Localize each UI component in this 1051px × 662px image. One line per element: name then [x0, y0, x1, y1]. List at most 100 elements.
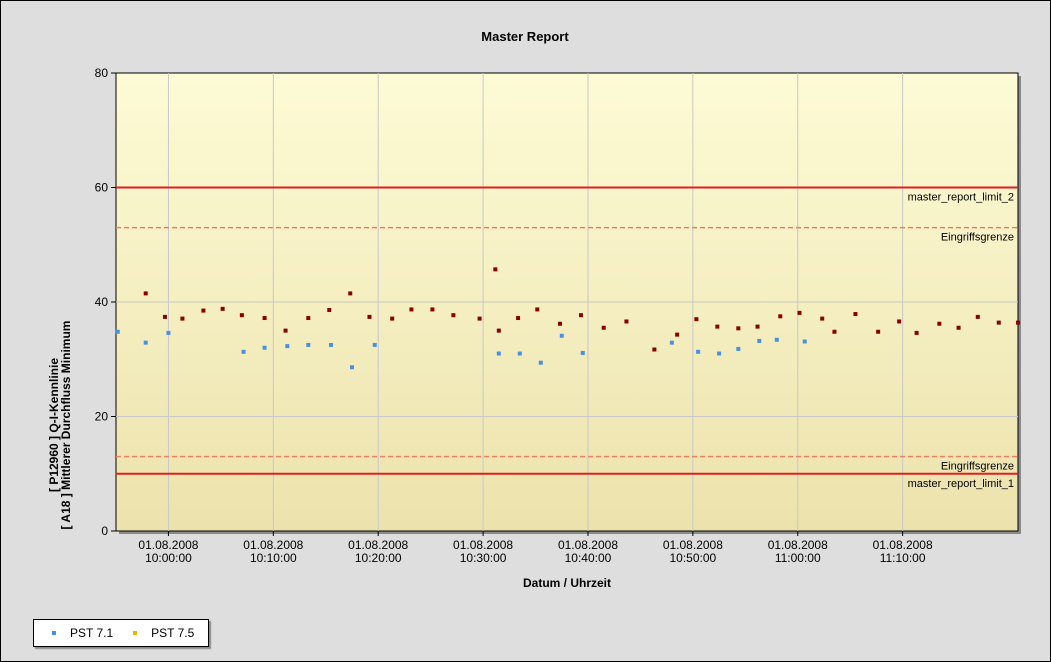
data-point-series-0	[166, 330, 171, 335]
x-tick-date-label: 01.08.2008	[138, 538, 198, 552]
data-point-series-2	[853, 312, 858, 317]
data-point-series-0	[580, 350, 585, 355]
data-point-series-2	[239, 313, 244, 318]
x-tick-date-label: 01.08.2008	[768, 538, 828, 552]
data-point-series-2	[755, 324, 760, 329]
data-point-series-0	[774, 337, 779, 342]
data-point-series-0	[717, 351, 722, 356]
y-axis-label-line: [ A18 ] Mittlerer Durchfluss Minimum	[59, 321, 73, 530]
x-tick-date-label: 01.08.2008	[348, 538, 408, 552]
data-point-series-2	[624, 319, 629, 324]
data-point-series-0	[669, 340, 674, 345]
data-point-series-2	[493, 267, 498, 272]
data-point-series-0	[496, 351, 501, 356]
data-point-series-2	[558, 321, 563, 326]
legend-marker-pst75	[133, 631, 138, 635]
reference-lines: master_report_limit_2 Eingriffsgrenze Eing…	[116, 186, 1018, 490]
data-point-series-2	[578, 313, 583, 318]
data-point-series-2	[694, 317, 699, 322]
data-point-series-2	[180, 316, 185, 321]
data-point-series-0	[372, 342, 377, 347]
data-point-series-0	[696, 349, 701, 354]
data-point-series-2	[430, 307, 435, 312]
x-tick-time-label: 10:50:00	[670, 551, 717, 565]
data-point-series-0	[262, 345, 267, 350]
data-point-series-2	[348, 291, 353, 296]
data-point-series-2	[778, 314, 783, 319]
data-point-series-2	[1016, 320, 1020, 325]
y-tick-label: 80	[95, 66, 109, 80]
x-tick-date-label: 01.08.2008	[663, 538, 723, 552]
data-point-series-0	[329, 342, 334, 347]
x-tick-date-label: 01.08.2008	[558, 538, 618, 552]
data-point-series-2	[797, 310, 802, 315]
data-point-series-2	[143, 291, 148, 296]
data-point-series-0	[285, 344, 290, 349]
data-point-series-2	[975, 314, 980, 319]
data-point-series-2	[306, 316, 311, 321]
legend-item-pst75: PST 7.5	[133, 626, 194, 640]
data-point-series-2	[876, 329, 881, 334]
data-point-series-2	[956, 325, 961, 330]
x-tick-time-label: 10:00:00	[145, 551, 192, 565]
x-tick-time-label: 10:20:00	[355, 551, 402, 565]
legend: PST 7.1 PST 7.5	[33, 619, 209, 647]
reference-line-label-3: master_report_limit_1	[908, 478, 1014, 490]
data-point-series-0	[802, 339, 807, 344]
data-point-series-0	[349, 365, 354, 370]
y-tick-label: 20	[95, 410, 109, 424]
data-point-series-2	[937, 321, 942, 326]
chart-title: Master Report	[481, 29, 569, 44]
data-point-series-2	[327, 308, 332, 313]
y-tick-label: 60	[95, 181, 109, 195]
data-point-series-2	[220, 306, 225, 311]
y-axis-label: [ P12960 ] Q-I-Kennlinie[ A18 ] Mittlere…	[47, 321, 73, 530]
data-point-series-2	[283, 328, 288, 333]
data-point-series-2	[715, 324, 720, 329]
data-point-series-0	[757, 338, 762, 343]
axes: 02040608001.08.200810:00:0001.08.200810:…	[95, 66, 933, 565]
reference-line-label-1: Eingriffsgrenze	[941, 232, 1014, 244]
y-axis-label-line: [ P12960 ] Q-I-Kennlinie	[47, 358, 61, 492]
data-point-series-2	[367, 314, 372, 319]
reference-line-label-0: master_report_limit_2	[908, 192, 1014, 204]
data-point-series-2	[996, 320, 1001, 325]
legend-item-pst71: PST 7.1	[52, 626, 113, 640]
x-tick-date-label: 01.08.2008	[873, 538, 933, 552]
reference-line-label-2: Eingriffsgrenze	[941, 461, 1014, 473]
data-point-series-2	[201, 308, 206, 313]
data-point-series-0	[143, 340, 148, 345]
data-point-series-2	[477, 316, 482, 321]
x-tick-time-label: 11:10:00	[880, 551, 926, 565]
data-point-series-2	[820, 316, 825, 321]
data-point-series-2	[409, 307, 414, 312]
x-axis-label: Datum / Uhrzeit	[523, 576, 611, 590]
x-tick-time-label: 10:30:00	[460, 551, 507, 565]
x-tick-time-label: 11:00:00	[775, 551, 821, 565]
x-tick-time-label: 10:40:00	[565, 551, 612, 565]
data-point-series-2	[601, 325, 606, 330]
data-point-series-2	[897, 319, 902, 324]
data-point-series-0	[736, 346, 741, 351]
data-point-series-0	[115, 329, 120, 334]
legend-marker-pst71	[52, 631, 56, 635]
data-point-series-2	[652, 347, 657, 352]
legend-label-pst75: PST 7.5	[151, 626, 195, 640]
data-point-series-2	[675, 332, 680, 337]
legend-label-pst71: PST 7.1	[70, 626, 114, 640]
y-tick-label: 40	[95, 295, 109, 309]
data-point-series-2	[451, 313, 456, 318]
x-tick-date-label: 01.08.2008	[453, 538, 513, 552]
data-point-series-2	[496, 328, 501, 333]
data-point-series-0	[517, 351, 522, 356]
data-point-series-2	[516, 316, 521, 321]
data-point-series-0	[306, 342, 311, 347]
x-tick-time-label: 10:10:00	[250, 551, 297, 565]
data-point-series-2	[736, 326, 741, 331]
data-point-series-2	[832, 329, 837, 334]
data-point-series-2	[262, 316, 267, 321]
data-point-series-0	[559, 333, 564, 338]
y-tick-label: 0	[101, 524, 108, 538]
data-point-series-2	[535, 307, 540, 312]
